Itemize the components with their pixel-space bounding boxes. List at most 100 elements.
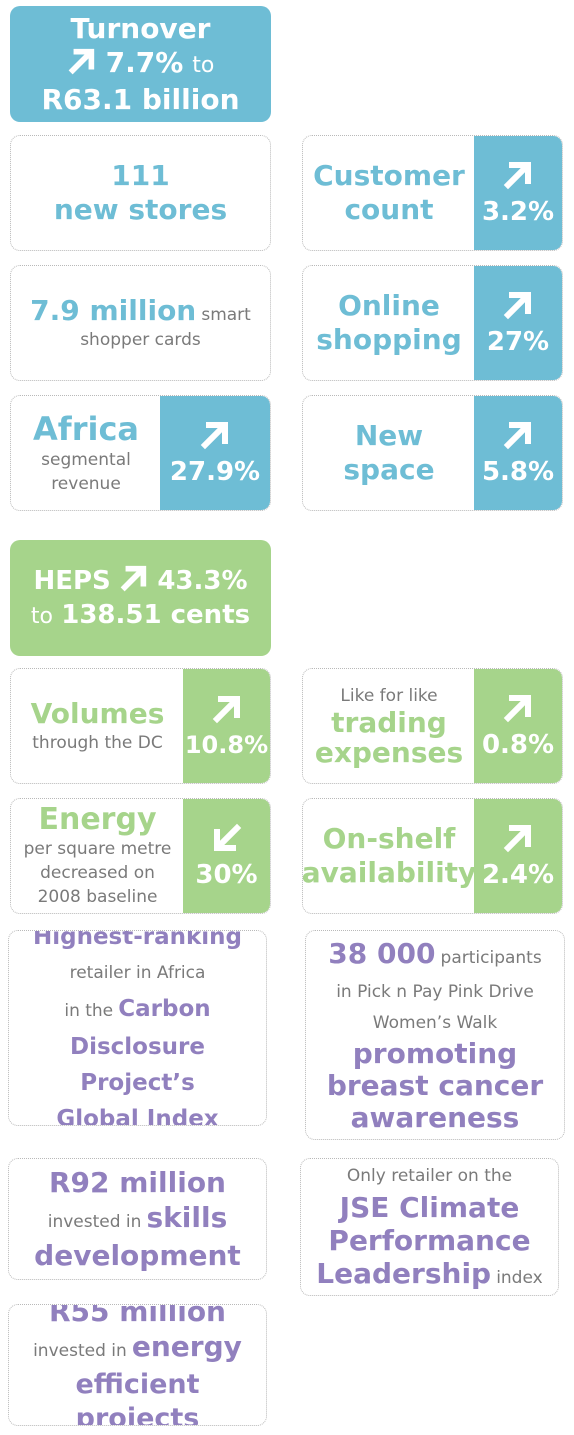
energy-label: Energy [38, 802, 157, 837]
customer-value-panel: 3.2% [474, 136, 562, 250]
volumes-sub: through the DC [32, 733, 163, 753]
lfl-label2: expenses [314, 736, 464, 769]
online-shopping-card: Online shopping 27% [302, 265, 563, 381]
on-shelf-card: On-shelf availability 2.4% [302, 798, 563, 914]
energy-value: 30% [195, 860, 258, 890]
carbon-line3a: in the [64, 1001, 114, 1021]
lfl-label1: trading [331, 706, 447, 739]
newspace-value: 5.8% [481, 457, 555, 487]
pinkdrive-line1: participants [440, 948, 542, 968]
jse-line4a: Leadership [316, 1256, 492, 1290]
jse-line1: Only retailer on the [346, 1165, 513, 1186]
pinkdrive-line5: breast cancer [326, 1069, 544, 1102]
carbon-line1: Highest-ranking [32, 930, 243, 950]
carbon-disclosure-card: Highest-ranking retailer in Africa in th… [8, 930, 267, 1126]
newspace-label2: space [343, 453, 435, 486]
new-space-card: New space 5.8% [302, 395, 563, 511]
jse-line4b: index [496, 1267, 543, 1288]
heps-to: to [30, 603, 53, 629]
smart-label2: shopper cards [80, 330, 201, 350]
skills-line2b: skills [146, 1201, 228, 1234]
customer-count-card: Customer count 3.2% [302, 135, 563, 251]
energyproj-value: R55 million [48, 1304, 226, 1328]
arrow-up-right-icon [120, 565, 147, 591]
carbon-line2: retailer in Africa [69, 963, 206, 983]
energyproj-line2a: invested in [33, 1341, 127, 1361]
energyproj-line3: efficient projects [75, 1369, 200, 1426]
online-value-panel: 27% [474, 266, 562, 380]
africa-sub1: segmental [41, 450, 131, 470]
pink-drive-card: 38 000 participants in Pick n Pay Pink D… [305, 930, 565, 1140]
volumes-value-panel: 10.8% [183, 669, 270, 783]
volumes-label: Volumes [30, 697, 165, 730]
turnover-to: to [192, 52, 215, 78]
pinkdrive-line6: awareness [350, 1101, 520, 1134]
carbon-line4: Disclosure Project’s [70, 1034, 205, 1096]
skills-value: R92 million [48, 1166, 226, 1199]
lfl-value: 0.8% [481, 730, 555, 760]
arrow-up-right-icon [503, 695, 531, 723]
africa-card: Africa segmental revenue 27.9% [10, 395, 271, 511]
lfl-sub: Like for like [340, 686, 438, 706]
stores-label: new stores [53, 193, 228, 226]
stores-number: 111 [111, 159, 170, 192]
new-stores-card: 111 new stores [10, 135, 271, 251]
smart-label1: smart [201, 305, 251, 325]
skills-card: R92 million invested in skills developme… [8, 1158, 267, 1280]
arrow-up-right-icon [503, 825, 531, 853]
turnover-panel: Turnover 7.7% to R63.1 billion [10, 6, 271, 122]
jse-climate-card: Only retailer on the JSE Climate Perform… [300, 1158, 559, 1296]
arrow-down-left-icon [213, 823, 241, 851]
turnover-value: R63.1 billion [41, 82, 240, 116]
arrow-up-right-icon [503, 162, 531, 190]
onshelf-value: 2.4% [481, 860, 555, 890]
arrow-up-right-icon [212, 696, 240, 724]
volumes-card: Volumes through the DC 10.8% [10, 668, 271, 784]
energy-projects-card: R55 million invested in energy efficient… [8, 1304, 267, 1426]
africa-value-panel: 27.9% [160, 396, 270, 510]
energy-value-panel: 30% [183, 799, 270, 913]
pinkdrive-number: 38 000 [328, 937, 436, 970]
energy-sub1: per square metre [23, 839, 172, 859]
onshelf-label2: availability [302, 856, 477, 889]
arrow-up-right-icon [68, 48, 94, 74]
smart-value: 7.9 million [30, 294, 197, 327]
newspace-label1: New [354, 419, 424, 452]
arrow-up-right-icon [503, 422, 531, 450]
energy-card: Energy per square metre decreased on 200… [10, 798, 271, 914]
customer-label1: Customer [313, 159, 465, 192]
arrow-up-right-icon [503, 292, 531, 320]
africa-label: Africa [33, 410, 139, 448]
online-label2: shopping [316, 323, 462, 356]
pinkdrive-line2: in Pick n Pay Pink Drive [336, 982, 534, 1002]
pinkdrive-line4: promoting [352, 1037, 518, 1070]
carbon-line3b: Carbon [118, 996, 211, 1022]
jse-line3: Performance [328, 1223, 531, 1257]
turnover-label: Turnover [70, 11, 211, 45]
energyproj-line2b: energy [131, 1330, 242, 1363]
africa-sub2: revenue [51, 474, 121, 494]
africa-value: 27.9% [169, 457, 261, 487]
skills-line3: development [34, 1239, 241, 1272]
online-label1: Online [338, 289, 440, 322]
online-value: 27% [486, 327, 550, 357]
customer-value: 3.2% [481, 197, 555, 227]
heps-value: 138.51 cents [61, 599, 251, 630]
onshelf-value-panel: 2.4% [474, 799, 562, 913]
skills-line2a: invested in [47, 1212, 142, 1232]
carbon-line5: Global Index [56, 1106, 219, 1126]
volumes-value: 10.8% [184, 731, 269, 759]
customer-label2: count [344, 193, 434, 226]
smart-shopper-card: 7.9 million smart shopper cards [10, 265, 271, 381]
energy-sub3: 2008 baseline [37, 887, 158, 907]
energy-sub2: decreased on [40, 863, 155, 883]
lfl-value-panel: 0.8% [474, 669, 562, 783]
pinkdrive-line3: Women’s Walk [372, 1013, 498, 1033]
arrow-up-right-icon [200, 422, 228, 450]
newspace-value-panel: 5.8% [474, 396, 562, 510]
heps-label: HEPS [33, 565, 111, 596]
heps-pct: 43.3% [157, 565, 248, 596]
turnover-pct: 7.7% [105, 45, 184, 79]
heps-panel: HEPS 43.3% to 138.51 cents [10, 540, 271, 656]
trading-expenses-card: Like for like trading expenses 0.8% [302, 668, 563, 784]
